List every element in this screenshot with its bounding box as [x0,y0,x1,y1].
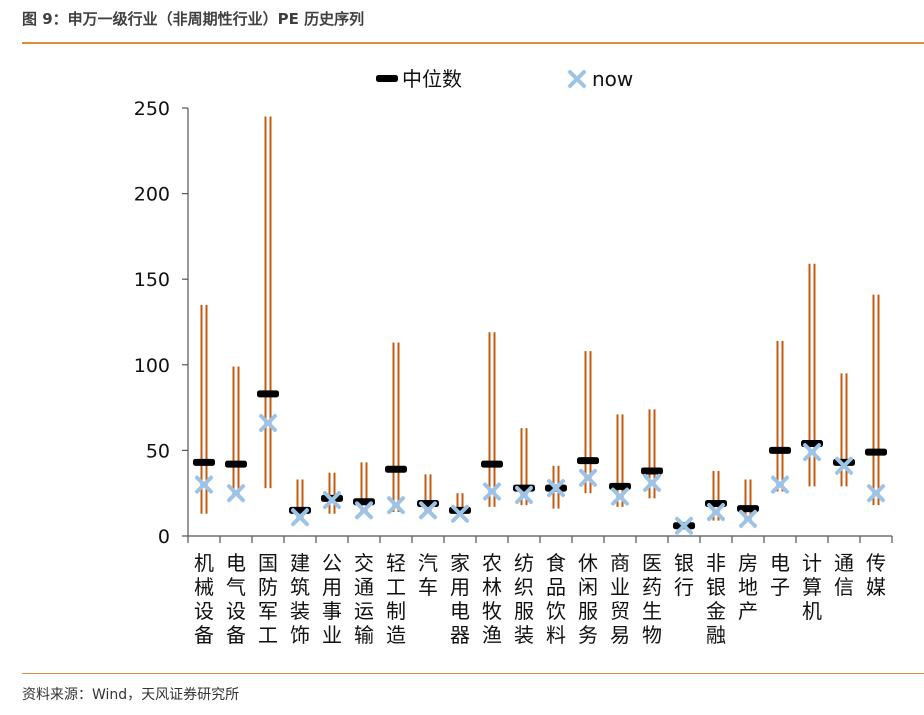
now-marker-stroke [323,491,341,510]
category-label: 家用电器 [450,551,470,647]
now-marker-stroke [707,503,725,522]
category-label: 交通运输 [354,551,374,647]
now-marker-stroke [835,456,853,475]
median-marker [769,446,791,454]
median-marker [577,457,599,465]
now-marker [483,482,501,501]
now-marker-stroke [451,504,469,523]
now-marker-stroke [387,496,405,515]
plot-area [193,116,887,535]
now-marker-stroke [419,501,437,520]
now-marker-stroke [355,501,373,520]
now-marker [419,501,437,520]
category-label: 建筑装饰 [290,551,310,647]
now-marker [707,503,725,522]
category-label: 非银金融 [706,551,726,647]
now-marker [547,479,565,498]
now-marker-stroke [675,516,693,535]
now-marker [675,516,693,535]
category-label: 休闲服务 [578,551,598,647]
legend-median-swatch [376,75,398,82]
category-label: 银行 [674,551,694,599]
median-marker [865,448,887,456]
now-marker-stroke [547,479,565,498]
now-marker [579,468,597,487]
category-label: 医药生物 [642,551,662,647]
now-marker [611,487,629,506]
category-label: 传媒 [866,551,886,599]
y-tick-label: 100 [134,355,170,377]
category-label: 公用事业 [322,551,342,647]
now-marker-stroke [739,509,757,528]
legend-median-label: 中位数 [402,67,462,91]
category-label: 电气设备 [226,551,246,647]
now-marker-stroke [643,473,661,492]
median-marker [225,460,247,468]
category-label: 国防军工 [258,551,278,647]
median-marker [385,465,407,473]
category-label: 通信 [834,551,854,599]
now-marker [259,414,277,433]
now-marker [195,475,213,494]
category-label: 轻工制造 [386,551,406,647]
now-marker [835,456,853,475]
median-marker [481,460,503,468]
x-axis: 机械设备电气设备国防军工建筑装饰公用事业交通运输轻工制造汽车家用电器农林牧渔纺织… [187,535,893,647]
y-tick-label: 250 [134,98,170,120]
median-marker [257,390,279,398]
median-marker [193,458,215,466]
category-label: 食品饮料 [546,551,566,647]
now-marker [771,475,789,494]
now-marker [803,443,821,462]
now-marker-stroke [483,482,501,501]
now-marker-stroke [579,468,597,487]
now-marker-stroke [515,485,533,504]
now-marker-stroke [195,475,213,494]
y-tick-label: 0 [158,526,170,548]
median-marker [641,467,663,475]
now-marker [515,485,533,504]
now-marker-stroke [867,484,885,503]
category-label: 计算机 [802,551,822,623]
now-marker-stroke [803,443,821,462]
now-marker [355,501,373,520]
category-label: 电子 [770,551,790,599]
now-marker [227,484,245,503]
category-label: 房地产 [738,551,758,623]
legend-now-swatch [568,70,586,88]
now-marker [739,509,757,528]
legend-now-label: now [592,67,633,91]
category-label: 机械设备 [194,551,214,647]
source-note: 资料来源：Wind，天风证券研究所 [22,687,240,703]
now-marker [323,491,341,510]
category-label: 商业贸易 [610,551,630,647]
now-marker-stroke [259,414,277,433]
now-marker [451,504,469,523]
now-marker-stroke [291,508,309,527]
median-marker [609,482,631,490]
y-tick-label: 150 [134,269,170,291]
figure-title: 图 9：申万一级行业（非周期性行业）PE 历史序列 [22,10,365,28]
category-label: 纺织服装 [514,551,534,647]
footer-divider [22,673,924,674]
category-label: 农林牧渔 [482,551,502,647]
now-marker-stroke [771,475,789,494]
now-marker-stroke [611,487,629,506]
now-marker [643,473,661,492]
now-marker [387,496,405,515]
now-marker [867,484,885,503]
y-tick-label: 50 [146,440,170,462]
y-tick-label: 200 [134,184,170,206]
y-axis: 0 50 100 150 200 250 [134,98,189,548]
median-marker [737,505,759,513]
now-marker [291,508,309,527]
category-label: 汽车 [418,551,438,599]
legend: 中位数 now [376,67,633,91]
title-divider [22,42,924,44]
now-marker-stroke [227,484,245,503]
